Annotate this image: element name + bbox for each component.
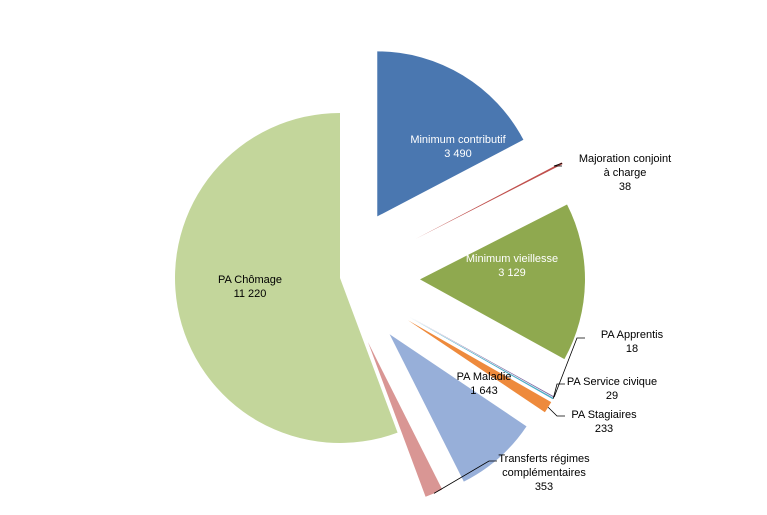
pie-slice-transferts-r-gimes-compl-mentaires (368, 342, 443, 497)
label-pa-service-civique: PA Service civique 29 (566, 376, 658, 402)
label-transferts: Transferts régimes complémentaires 353 (498, 453, 590, 493)
label-minimum-vieillesse: Minimum vieillesse 3 129 (465, 253, 559, 279)
pie-slice-pa-service-civique (409, 317, 554, 400)
leader-line (552, 383, 565, 399)
label-majoration: Majoration conjoint à charge 38 (578, 153, 672, 193)
pie-slice-pa-ch-mage (174, 113, 398, 443)
leader-line (553, 162, 563, 167)
label-minimum-contributif: Minimum contributif 3 490 (410, 134, 506, 160)
pie-slice-pa-apprentis (409, 316, 555, 398)
leader-line (553, 337, 585, 398)
label-pa-chomage: PA Chômage 11 220 (217, 274, 283, 300)
pie-slice-minimum-contributif (377, 51, 524, 217)
leader-line (547, 406, 565, 417)
leader-line (433, 460, 497, 494)
pie-slice-minimum-vieillesse (419, 204, 585, 360)
pie-slice-majoration-conjoint-charge (415, 162, 563, 239)
label-pa-stagiaires: PA Stagiaires 233 (571, 409, 637, 435)
label-pa-apprentis: PA Apprentis 18 (600, 329, 664, 355)
pie-slice-pa-maladie (389, 334, 527, 482)
label-pa-maladie: PA Maladie 1 643 (456, 371, 512, 397)
pie-slice-pa-stagiaires (407, 320, 552, 413)
